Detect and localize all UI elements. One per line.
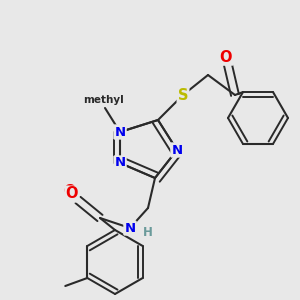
Text: S: S (178, 88, 188, 103)
Text: O: O (64, 184, 76, 200)
Text: O: O (220, 50, 232, 64)
Text: N: N (114, 125, 126, 139)
Text: methyl: methyl (82, 95, 123, 105)
Text: H: H (143, 226, 153, 239)
Text: O: O (66, 187, 78, 202)
Text: N: N (114, 157, 126, 169)
Text: N: N (114, 125, 126, 139)
Text: N: N (124, 221, 136, 235)
Text: S: S (178, 88, 188, 103)
Text: N: N (171, 143, 183, 157)
Text: H: H (143, 226, 153, 239)
Text: N: N (114, 157, 126, 169)
Text: O: O (220, 50, 232, 64)
Text: N: N (171, 143, 183, 157)
Text: N: N (124, 221, 136, 235)
